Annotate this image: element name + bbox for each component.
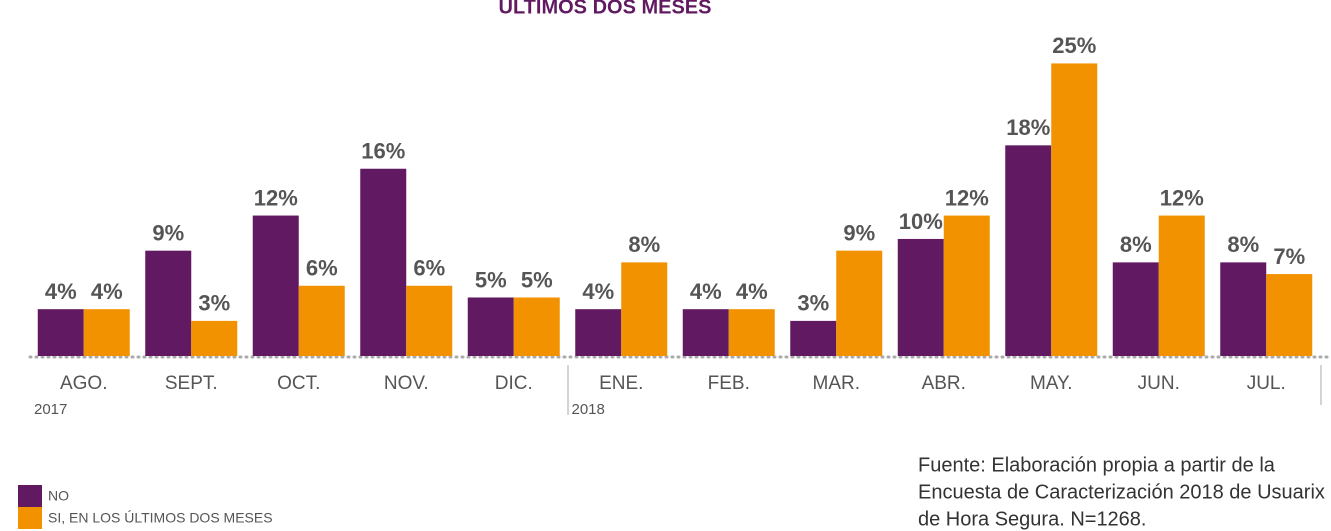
x-tick-label: MAY.: [1030, 373, 1073, 394]
bar: [83, 309, 130, 356]
source-line: de Hora Segura. N=1268.: [918, 508, 1147, 530]
data-label: 5%: [521, 267, 553, 292]
bar: [790, 320, 837, 356]
data-label: 8%: [628, 232, 660, 257]
x-tick-label: AGO.: [60, 373, 108, 394]
data-label: 18%: [1006, 115, 1050, 140]
data-label: 4%: [582, 279, 614, 304]
data-label: 16%: [361, 139, 405, 164]
x-tick-label: SEPT.: [165, 373, 218, 394]
x-tick-label: JUL.: [1247, 373, 1286, 394]
data-label: 3%: [797, 291, 829, 316]
bar: [37, 309, 84, 356]
year-label: 2017: [34, 401, 67, 418]
bar: [728, 309, 775, 356]
data-label: 4%: [91, 279, 123, 304]
legend-swatch: [18, 485, 42, 507]
bar: [1051, 63, 1098, 356]
source-line: Encuesta de Caracterización 2018 de Usua…: [918, 481, 1325, 503]
data-label: 25%: [1052, 33, 1096, 58]
legend-label: SI, EN LOS ÚLTIMOS DOS MESES: [48, 510, 273, 526]
x-tick-label: ENE.: [599, 373, 643, 394]
x-tick-label: DIC.: [495, 373, 533, 394]
bar: [1112, 262, 1159, 356]
bar: [897, 238, 944, 356]
bar: [298, 285, 345, 356]
year-label: 2018: [572, 401, 605, 418]
data-label: 4%: [690, 279, 722, 304]
data-label: 8%: [1120, 232, 1152, 257]
data-label: 6%: [413, 256, 445, 281]
data-label: 10%: [899, 209, 943, 234]
bar: [943, 215, 990, 356]
bar: [513, 297, 560, 356]
bar: [406, 285, 453, 356]
chart-title: ÚLTIMOS DOS MESES: [499, 0, 712, 18]
data-label: 12%: [254, 185, 298, 210]
bar: [467, 297, 514, 356]
bar: [682, 309, 729, 356]
data-label: 9%: [843, 220, 875, 245]
source-line: Fuente: Elaboración propia a partir de l…: [918, 454, 1276, 476]
bar: [621, 262, 668, 356]
bar: [1005, 145, 1052, 356]
bar: [252, 215, 299, 356]
bar: [836, 250, 883, 356]
x-tick-label: MAR.: [813, 373, 861, 394]
data-label: 4%: [736, 279, 768, 304]
bar: [360, 168, 407, 356]
legend-label: NO: [48, 488, 69, 504]
data-label: 12%: [945, 185, 989, 210]
data-label: 3%: [198, 291, 230, 316]
bar: [1220, 262, 1267, 356]
data-label: 6%: [306, 256, 338, 281]
bar: [1266, 274, 1313, 356]
legend-swatch: [18, 507, 42, 529]
bar: [575, 309, 622, 356]
bar: [1158, 215, 1205, 356]
data-label: 12%: [1160, 185, 1204, 210]
bar: [145, 250, 192, 356]
bar: [191, 320, 238, 356]
x-tick-label: FEB.: [708, 373, 750, 394]
x-tick-label: ABR.: [922, 373, 966, 394]
x-tick-label: OCT.: [277, 373, 320, 394]
data-label: 4%: [45, 279, 77, 304]
data-label: 8%: [1227, 232, 1259, 257]
data-label: 7%: [1273, 244, 1305, 269]
x-tick-label: NOV.: [384, 373, 429, 394]
x-tick-label: JUN.: [1138, 373, 1180, 394]
data-label: 5%: [475, 267, 507, 292]
data-label: 9%: [152, 220, 184, 245]
